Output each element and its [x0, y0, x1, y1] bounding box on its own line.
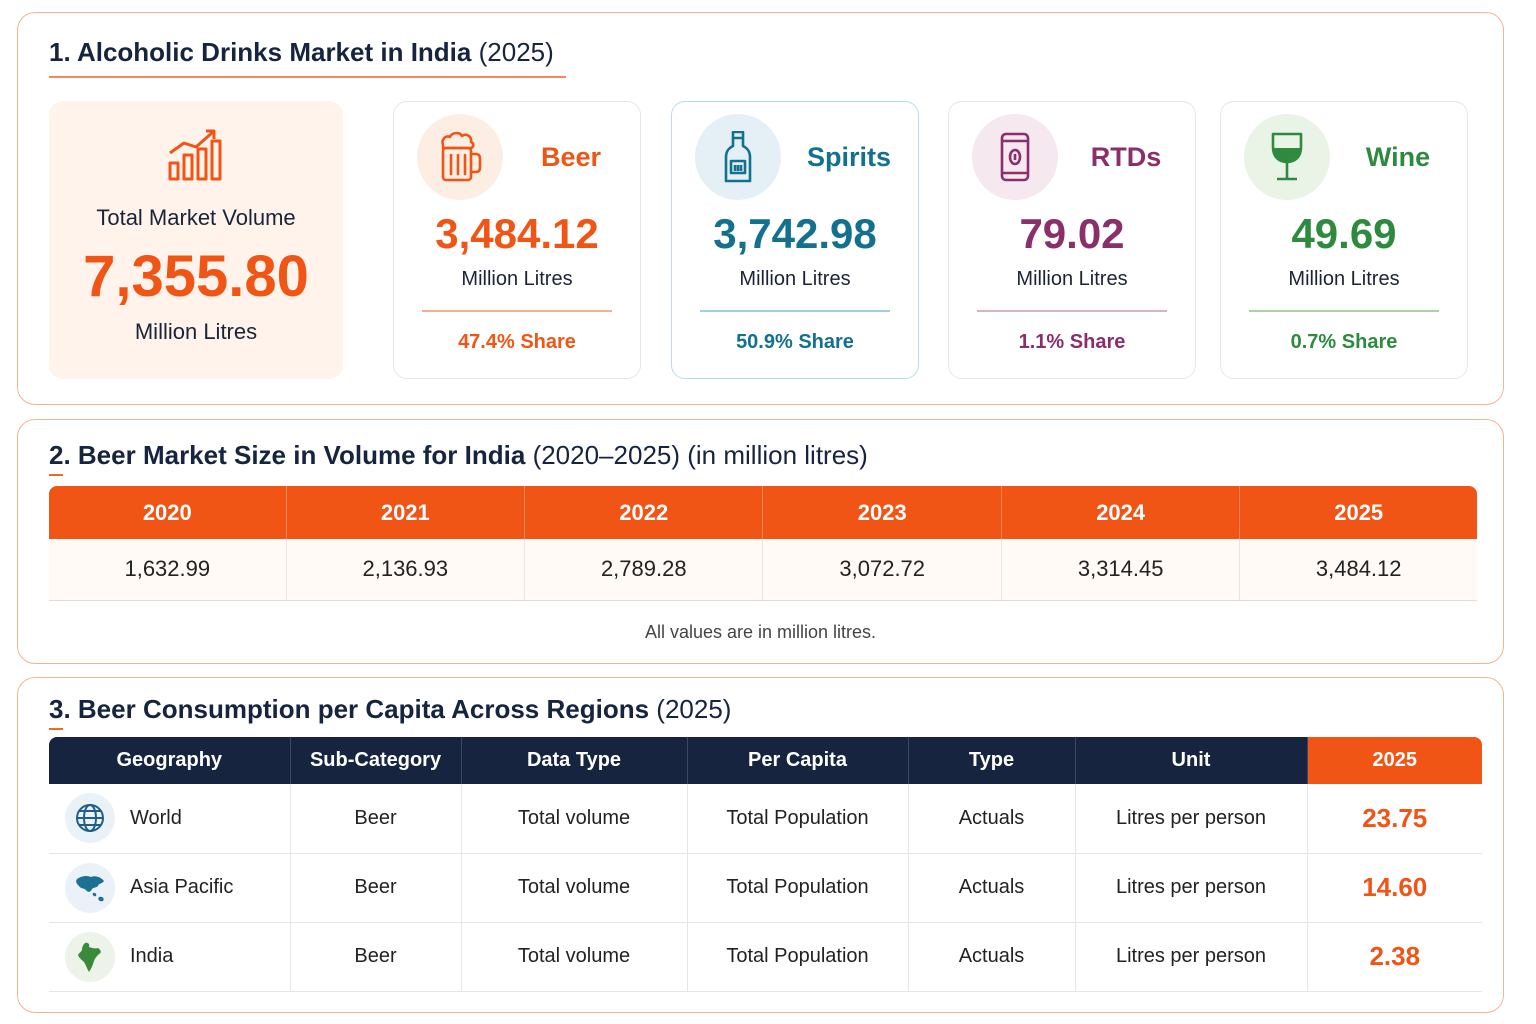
beer-mug-icon: [441, 131, 482, 182]
sub-category-cell: Beer: [290, 922, 462, 992]
geography-label: India: [130, 945, 174, 967]
geography-label: World: [130, 806, 182, 829]
year-header: 2025: [1239, 486, 1477, 539]
data-type-cell: Total volume: [461, 784, 688, 854]
wine-share: 0.7% Share: [1290, 331, 1398, 353]
table-row: Asia Pacific Beer Total volume Total Pop…: [49, 853, 1482, 923]
sub-category-cell: Beer: [290, 784, 462, 854]
wine-glass-icon: [1271, 132, 1303, 181]
unit-cell: Litres per person: [1075, 784, 1308, 854]
market-overview-section: 1. Alcoholic Drinks Market in India (202…: [17, 12, 1504, 405]
volume-cell: 2,136.93: [286, 539, 526, 601]
total-market-value: 7,355.80: [83, 244, 309, 309]
sub-category-cell: Beer: [290, 853, 462, 923]
volume-cell: 3,484.12: [1239, 539, 1477, 601]
geography-label: Asia Pacific: [130, 876, 234, 898]
rtds-unit: Million Litres: [1016, 268, 1128, 290]
wine-value: 49.69: [1291, 210, 1397, 257]
per-capita-cell: Total Population: [687, 853, 909, 923]
table-row: India Beer Total volume Total Population…: [49, 922, 1482, 992]
spirits-share: 50.9% Share: [736, 331, 854, 353]
rtds-name: RTDs: [1090, 142, 1162, 172]
divider: [977, 310, 1167, 312]
per-capita-cell: Total Population: [687, 922, 909, 992]
section-title: 1. Alcoholic Drinks Market in India (202…: [49, 37, 554, 67]
beer-name: Beer: [540, 142, 602, 172]
header-year: 2025: [1307, 737, 1482, 784]
total-market-unit: Million Litres: [134, 319, 258, 344]
total-market-card: Total Market Volume 7,355.80 Million Lit…: [49, 101, 343, 379]
type-cell: Actuals: [908, 853, 1076, 923]
beer-icon-circle: [417, 114, 503, 200]
asia-map-icon: [65, 862, 115, 913]
title-underline: [49, 728, 63, 730]
beer-unit: Million Litres: [461, 268, 573, 290]
unit-cell: Litres per person: [1075, 853, 1308, 923]
rtds-card: RTDs 79.02 Million Litres 1.1% Share: [948, 101, 1196, 379]
india-map-icon: [65, 931, 115, 982]
globe-icon: [65, 793, 115, 844]
wine-icon-circle: [1244, 114, 1330, 200]
spirits-icon-circle: [695, 114, 781, 200]
beer-market-size-section: 2. Beer Market Size in Volume for India …: [17, 419, 1504, 664]
value-cell: 2.38: [1307, 922, 1482, 992]
wine-name: Wine: [1365, 142, 1431, 172]
table-row: World Beer Total volume Total Population…: [49, 784, 1482, 854]
header-unit: Unit: [1075, 737, 1308, 784]
value-cell: 23.75: [1307, 784, 1482, 854]
beer-volume-table: 2020 2021 2022 2023 2024 2025 1,632.99 2…: [49, 486, 1477, 601]
per-capita-table: Geography Sub-Category Data Type Per Cap…: [49, 737, 1482, 992]
spirits-unit: Million Litres: [739, 268, 851, 290]
per-capita-cell: Total Population: [687, 784, 909, 854]
title-underline: [49, 76, 566, 78]
header-sub-category: Sub-Category: [290, 737, 462, 784]
data-type-cell: Total volume: [461, 922, 688, 992]
year-header: 2020: [49, 486, 287, 539]
title-underline: [49, 474, 63, 476]
rtds-icon-circle: [972, 114, 1058, 200]
volume-cell: 1,632.99: [49, 539, 287, 601]
beer-share: 47.4% Share: [458, 331, 576, 353]
header-type: Type: [908, 737, 1076, 784]
header-data-type: Data Type: [461, 737, 688, 784]
bar-chart-growth-icon: [168, 129, 222, 181]
volume-cell: 3,314.45: [1001, 539, 1241, 601]
spirits-name: Spirits: [806, 142, 892, 172]
per-capita-section: 3. Beer Consumption per Capita Across Re…: [17, 677, 1504, 1013]
year-header: 2024: [1001, 486, 1241, 539]
volume-cell: 3,072.72: [762, 539, 1002, 601]
spirits-card: Spirits 3,742.98 Million Litres 50.9% Sh…: [671, 101, 919, 379]
rtds-share: 1.1% Share: [1018, 331, 1126, 353]
value-cell: 14.60: [1307, 853, 1482, 923]
divider: [1249, 310, 1439, 312]
geography-cell: India: [49, 922, 291, 992]
wine-unit: Million Litres: [1288, 268, 1400, 290]
divider: [700, 310, 890, 312]
year-header: 2022: [524, 486, 764, 539]
section-title: 2. Beer Market Size in Volume for India …: [49, 440, 868, 470]
can-icon: [1000, 132, 1030, 182]
bottle-icon: [724, 131, 752, 183]
year-header: 2021: [286, 486, 526, 539]
type-cell: Actuals: [908, 784, 1076, 854]
volume-cell: 2,789.28: [524, 539, 764, 601]
header-per-capita: Per Capita: [687, 737, 909, 784]
year-header: 2023: [762, 486, 1002, 539]
beer-value: 3,484.12: [435, 210, 599, 257]
section-title: 3. Beer Consumption per Capita Across Re…: [49, 694, 732, 724]
data-type-cell: Total volume: [461, 853, 688, 923]
total-market-label: Total Market Volume: [96, 205, 296, 230]
type-cell: Actuals: [908, 922, 1076, 992]
header-geography: Geography: [49, 737, 291, 784]
rtds-value: 79.02: [1019, 210, 1125, 257]
divider: [422, 310, 612, 312]
unit-cell: Litres per person: [1075, 922, 1308, 992]
wine-card: Wine 49.69 Million Litres 0.7% Share: [1220, 101, 1468, 379]
table-row: 1,632.99 2,136.93 2,789.28 3,072.72 3,31…: [49, 539, 1477, 601]
footnote: All values are in million litres.: [644, 622, 877, 642]
beer-card: Beer 3,484.12 Million Litres 47.4% Share: [393, 101, 641, 379]
geography-cell: Asia Pacific: [49, 853, 291, 923]
geography-cell: World: [49, 784, 291, 854]
spirits-value: 3,742.98: [713, 210, 877, 257]
